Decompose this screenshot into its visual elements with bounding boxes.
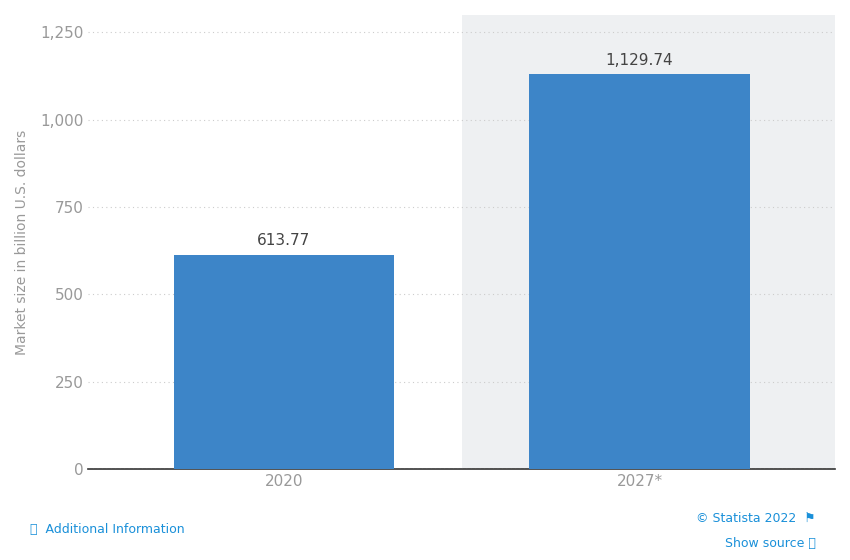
Bar [530,74,750,469]
Text: 1,129.74: 1,129.74 [606,53,673,68]
Bar [173,255,394,469]
Text: © Statista 2022  ⚑: © Statista 2022 ⚑ [696,511,816,525]
Bar [462,15,850,469]
Y-axis label: Market size in billion U.S. dollars: Market size in billion U.S. dollars [15,129,29,354]
Text: ⓘ  Additional Information: ⓘ Additional Information [30,522,184,536]
Text: 613.77: 613.77 [258,234,310,249]
Text: Show source ⓘ: Show source ⓘ [725,536,816,550]
